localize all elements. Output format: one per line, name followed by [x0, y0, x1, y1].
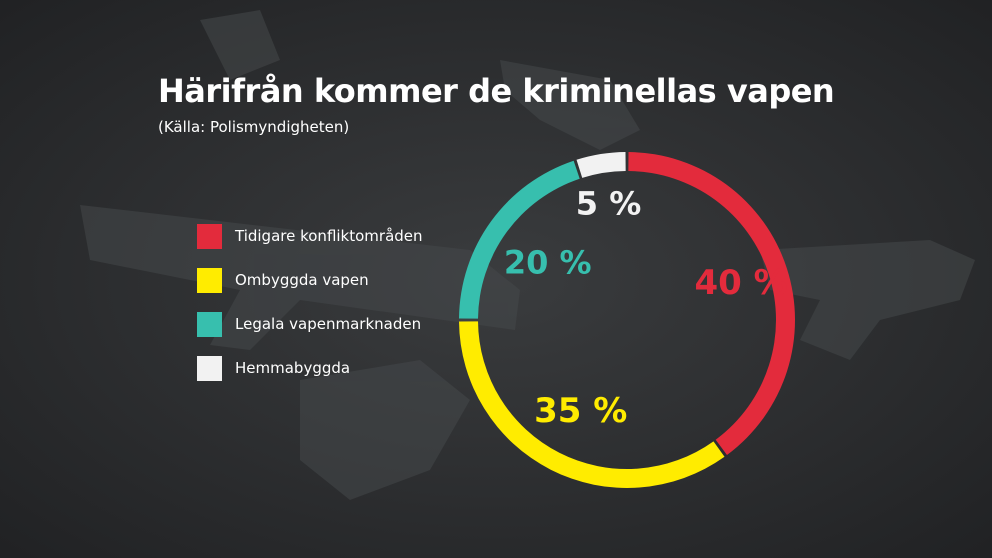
donut-slice-tidigare-konfliktomraden [628, 152, 795, 456]
legend-swatch-teal [197, 312, 222, 337]
legend-swatch-white [197, 356, 222, 381]
donut-slice-hemmabyggda [576, 152, 626, 178]
legend-swatch-yellow [197, 268, 222, 293]
legend-swatch-red [197, 224, 222, 249]
legend-label: Legala vapenmarknaden [235, 315, 422, 333]
data-label-tidigare-konfliktomraden: 40 % [695, 263, 788, 303]
data-label-hemmabyggda: 5 % [576, 184, 641, 222]
legend-label: Ombyggda vapen [235, 271, 369, 289]
donut-slice-ombyggda-vapen [459, 321, 725, 488]
legend-label: Hemmabyggda [235, 359, 351, 377]
data-label-ombyggda-vapen: 35 % [534, 391, 627, 431]
chart-title: Härifrån kommer de kriminellas vapen [158, 72, 835, 110]
chart-subtitle: (Källa: Polismyndigheten) [158, 118, 350, 136]
legend-label: Tidigare konfliktområden [235, 227, 423, 245]
donut-slice-legala-vapenmarknaden [459, 160, 580, 319]
donut-chart: 40 % 35 % 20 % 5 % [459, 152, 795, 488]
data-label-legala-vapenmarknaden: 20 % [504, 243, 592, 281]
